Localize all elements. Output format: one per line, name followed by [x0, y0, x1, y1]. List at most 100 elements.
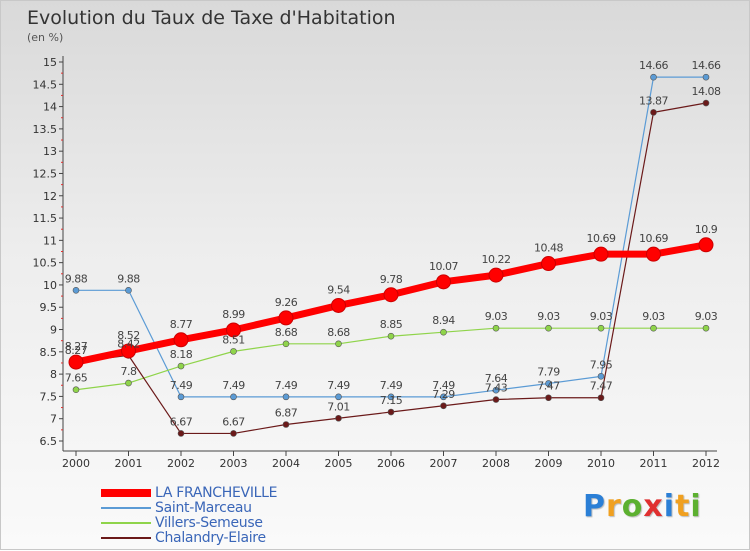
data-point	[440, 393, 447, 401]
y-tick-label: 8.5	[40, 346, 58, 359]
y-tick-label: 12.5	[33, 167, 58, 180]
data-label: 10.22	[482, 253, 511, 266]
data-point	[331, 297, 346, 313]
data-label: 14.08	[692, 85, 721, 98]
data-label: 7.47	[537, 380, 560, 393]
data-point	[72, 386, 80, 394]
data-point	[545, 324, 552, 332]
data-label: 6.87	[275, 407, 298, 420]
y-tick-label: 14	[43, 101, 57, 114]
data-point	[177, 362, 185, 370]
y-tick-label: 14.5	[33, 78, 58, 91]
data-point	[173, 332, 189, 348]
data-point	[541, 256, 556, 272]
chart-unit-label: (en %)	[27, 31, 64, 44]
data-label: 7.47	[590, 380, 613, 393]
data-label: 8.52	[117, 329, 140, 342]
data-label: 9.03	[695, 310, 718, 323]
logo-letter: x	[643, 489, 664, 524]
logo-letter: r	[606, 489, 622, 524]
data-label: 7.8	[121, 365, 137, 378]
data-point	[702, 324, 710, 332]
x-tick-label: 2010	[587, 457, 615, 470]
data-point	[230, 348, 237, 355]
proxiti-logo: Proxiti	[583, 489, 702, 524]
data-point	[125, 379, 132, 387]
data-point	[226, 322, 241, 338]
data-label: 10.9	[695, 223, 718, 236]
chart-title: Evolution du Taux de Taxe d'Habitation	[27, 7, 396, 29]
y-tick-label: 7.5	[40, 390, 58, 403]
data-point	[488, 267, 504, 283]
legend-label: Saint-Marceau	[155, 500, 252, 516]
data-point	[121, 343, 136, 359]
data-point	[335, 340, 342, 348]
legend-swatch	[101, 522, 151, 524]
data-label: 7.95	[590, 358, 613, 371]
data-label: 10.07	[429, 260, 458, 273]
data-label: 9.88	[65, 272, 88, 285]
x-tick-label: 2007	[430, 457, 458, 470]
data-label: 13.87	[639, 94, 668, 107]
legend-swatch	[101, 507, 151, 509]
data-label: 7.64	[485, 372, 508, 385]
data-point	[597, 394, 605, 402]
data-point	[593, 246, 609, 262]
y-tick-label: 15	[43, 56, 57, 69]
y-tick-label: 11	[43, 234, 57, 247]
data-point	[125, 286, 132, 294]
data-point	[492, 386, 500, 394]
x-tick-label: 2005	[325, 457, 353, 470]
data-point	[230, 393, 237, 401]
data-label: 7.01	[327, 400, 350, 413]
x-tick-label: 2011	[640, 457, 668, 470]
data-label: 7.79	[537, 365, 560, 378]
data-label: 8.68	[327, 326, 350, 339]
data-label: 7.49	[170, 379, 193, 392]
data-label: 8.18	[170, 348, 193, 361]
data-label: 8.77	[170, 318, 193, 331]
data-point	[230, 430, 237, 437]
series-line	[72, 241, 710, 366]
data-point	[177, 393, 185, 401]
data-point	[698, 237, 714, 253]
data-point	[335, 393, 342, 401]
data-label: 6.67	[222, 415, 245, 428]
y-tick-label: 13	[43, 145, 57, 158]
data-point	[282, 340, 290, 348]
data-label: 10.48	[534, 242, 563, 255]
y-tick-label: 7	[50, 413, 57, 426]
logo-letter: i	[663, 489, 676, 524]
data-label: 14.66	[692, 59, 721, 72]
data-point	[702, 99, 710, 107]
x-tick-label: 2008	[482, 457, 510, 470]
x-tick-label: 2009	[535, 457, 563, 470]
data-point	[597, 373, 605, 380]
data-label: 8.42	[117, 337, 140, 350]
x-tick-label: 2001	[115, 457, 143, 470]
data-label: 9.26	[275, 296, 298, 309]
logo-letter: o	[621, 489, 644, 524]
legend-label: Villers-Semeuse	[155, 515, 263, 531]
data-label: 8.51	[222, 333, 245, 346]
y-tick-label: 10	[43, 279, 57, 292]
y-tick-label: 13.5	[33, 123, 58, 136]
data-point	[650, 109, 657, 116]
x-tick-label: 2012	[692, 457, 720, 470]
data-label: 8.85	[380, 318, 403, 331]
y-tick-label: 8	[50, 368, 57, 381]
data-label: 7.49	[327, 379, 350, 392]
data-label: 8.68	[275, 326, 298, 339]
data-label: 9.78	[380, 273, 403, 286]
data-label: 8.27	[65, 340, 88, 353]
data-label: 8.99	[222, 308, 245, 321]
data-label: 9.03	[537, 310, 560, 323]
y-tick-label: 12	[43, 190, 57, 203]
logo-letter: P	[583, 489, 606, 524]
data-label: 10.69	[587, 232, 616, 245]
data-label: 9.03	[485, 310, 508, 323]
data-point	[650, 324, 657, 332]
data-label: 8.27	[65, 344, 88, 357]
data-point	[702, 73, 710, 81]
